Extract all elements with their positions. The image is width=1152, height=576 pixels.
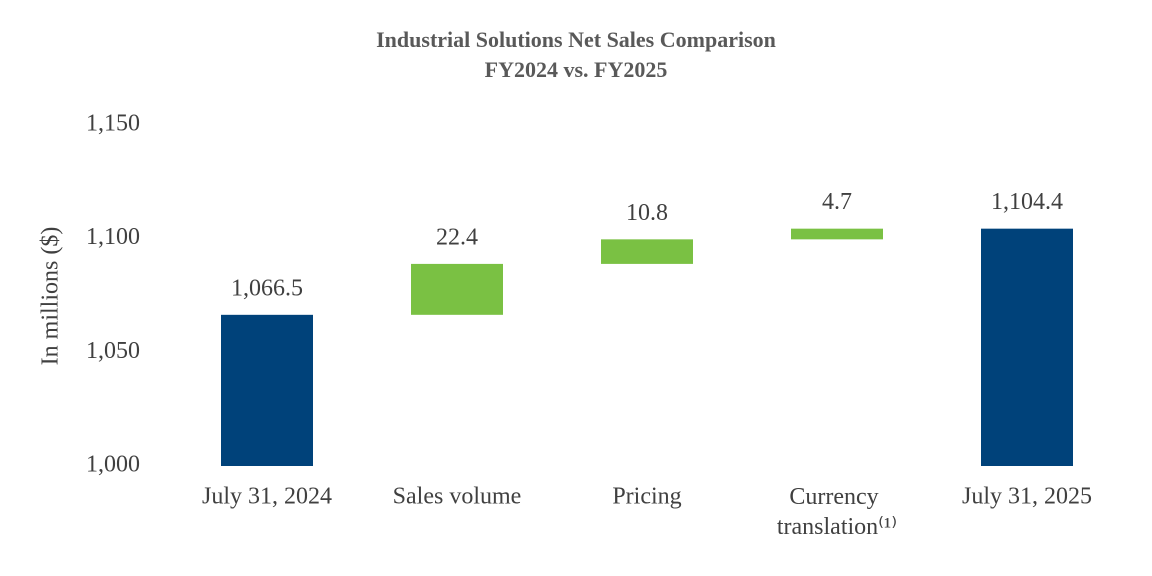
y-tick-label: 1,000 xyxy=(86,452,140,478)
bar xyxy=(221,314,313,466)
x-tick-label: Pricing xyxy=(612,484,681,510)
y-tick-label: 1,050 xyxy=(86,338,140,364)
y-tick-label: 1,100 xyxy=(86,224,140,250)
value-label: 1,066.5 xyxy=(231,275,303,301)
x-tick-label: Currency translation⁽¹⁾ xyxy=(777,484,897,540)
y-tick-label: 1,150 xyxy=(86,111,140,137)
bar xyxy=(411,263,503,315)
value-label: 10.8 xyxy=(626,200,668,226)
x-tick-label: July 31, 2024 xyxy=(202,484,332,510)
y-axis-label: In millions ($) xyxy=(38,227,64,366)
value-label: 4.7 xyxy=(822,189,852,215)
chart-title: Industrial Solutions Net Sales Compariso… xyxy=(376,27,776,52)
bar xyxy=(601,239,693,264)
bar xyxy=(981,228,1073,466)
bar xyxy=(791,228,883,240)
value-label: 22.4 xyxy=(436,224,478,250)
x-tick-label: July 31, 2025 xyxy=(962,484,1092,510)
chart-subtitle: FY2024 vs. FY2025 xyxy=(485,57,668,82)
value-label: 1,104.4 xyxy=(991,189,1063,215)
x-tick-label: Sales volume xyxy=(393,484,522,510)
